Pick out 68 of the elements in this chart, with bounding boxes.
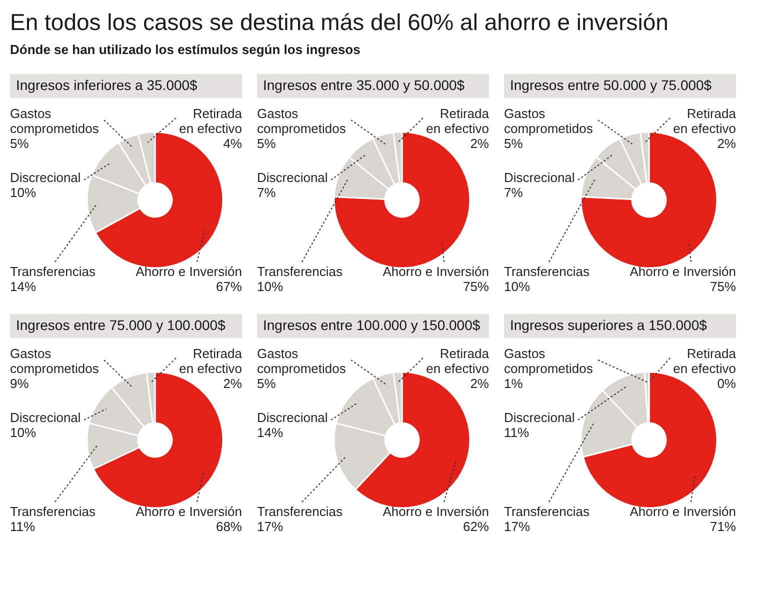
data-label: 10% [257, 279, 284, 294]
slice-label: Gastos comprometidos [10, 346, 100, 376]
data-label: 5% [257, 136, 276, 151]
slice-label: Gastos comprometidos [257, 106, 346, 136]
data-label: 2% [223, 376, 242, 391]
chart-title: Ingresos entre 75.000 y 100.000$ [16, 317, 226, 333]
chart-title: Ingresos entre 35.000 y 50.000$ [263, 77, 465, 93]
data-label: 17% [504, 519, 530, 534]
data-label: 2% [470, 136, 490, 151]
slice-label: Retirada en efectivo [426, 346, 490, 376]
data-label: 75% [710, 279, 736, 294]
data-label: 2% [470, 376, 490, 391]
slice-label: Retirada en efectivo [426, 106, 490, 136]
data-label: 75% [462, 279, 490, 294]
slice-label: Discrecional [504, 170, 575, 185]
chart-title: Ingresos inferiores a 35.000$ [16, 77, 198, 93]
data-label: 10% [10, 425, 36, 440]
slice-label: Gastos comprometidos [504, 346, 594, 376]
data-label: 4% [223, 136, 242, 151]
slice-label: Discrecional [257, 170, 328, 185]
data-label: 14% [10, 279, 36, 294]
data-label: 5% [504, 136, 524, 151]
slice-label: Transferencias [257, 504, 343, 519]
slice-label: Transferencias [257, 264, 343, 279]
data-label: 5% [257, 376, 276, 391]
slice-label: Discrecional [504, 410, 575, 425]
data-label: 62% [462, 519, 490, 534]
data-label: 7% [504, 185, 524, 200]
data-label: 10% [10, 185, 36, 200]
slice-label: Retirada en efectivo [179, 346, 243, 376]
data-label: 9% [10, 376, 30, 391]
slice-label: Retirada en efectivo [673, 106, 737, 136]
slice-label: Ahorro e Inversión [136, 264, 242, 279]
data-label: 2% [717, 136, 736, 151]
chart-title: Ingresos entre 100.000 y 150.000$ [263, 317, 480, 333]
slice-label: Gastos comprometidos [10, 106, 100, 136]
slice-label: Transferencias [504, 264, 590, 279]
text: Dónde se han utilizado los estímulos según los ingresos [10, 42, 360, 57]
data-label: 10% [504, 279, 530, 294]
slice-label: Ahorro e Inversión [382, 264, 489, 279]
slice-label: Retirada en efectivo [179, 106, 243, 136]
data-label: 1% [504, 376, 524, 391]
slice-label: Ahorro e Inversión [630, 264, 736, 279]
slice-label: Gastos comprometidos [257, 346, 346, 376]
data-label: 67% [216, 279, 242, 294]
slice-label: Gastos comprometidos [504, 106, 594, 136]
chart-title: Ingresos superiores a 150.000$ [510, 317, 708, 333]
slice-label: Transferencias [504, 504, 590, 519]
chart-title: Ingresos entre 50.000 y 75.000$ [510, 77, 712, 93]
text: 0% [717, 376, 736, 391]
data-label: 14% [257, 425, 284, 440]
data-label: 5% [10, 136, 30, 151]
slice-label: Transferencias [10, 264, 96, 279]
slice-label: Discrecional [257, 410, 328, 425]
slice-label: Ahorro e Inversión [630, 504, 736, 519]
data-label: 11% [10, 519, 36, 534]
data-label: 71% [710, 519, 736, 534]
slice-label: Ahorro e Inversión [382, 504, 489, 519]
category-label: Retirada en efectivo [673, 346, 736, 376]
data-label: 11% [504, 425, 530, 440]
slice-label: Discrecional [10, 410, 81, 425]
slice-label: Discrecional [10, 170, 81, 185]
data-label: 7% [257, 185, 276, 200]
slice-label: Transferencias [10, 504, 96, 519]
text: En todos los casos se destina más del 60% al ahorro e inversión [10, 9, 668, 35]
data-label: 68% [216, 519, 242, 534]
data-label: 17% [257, 519, 284, 534]
slice-label: Ahorro e Inversión [136, 504, 242, 519]
